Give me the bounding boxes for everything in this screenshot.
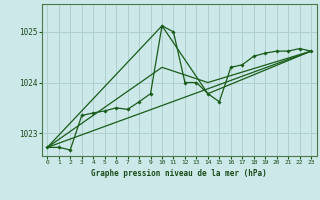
X-axis label: Graphe pression niveau de la mer (hPa): Graphe pression niveau de la mer (hPa) (91, 169, 267, 178)
